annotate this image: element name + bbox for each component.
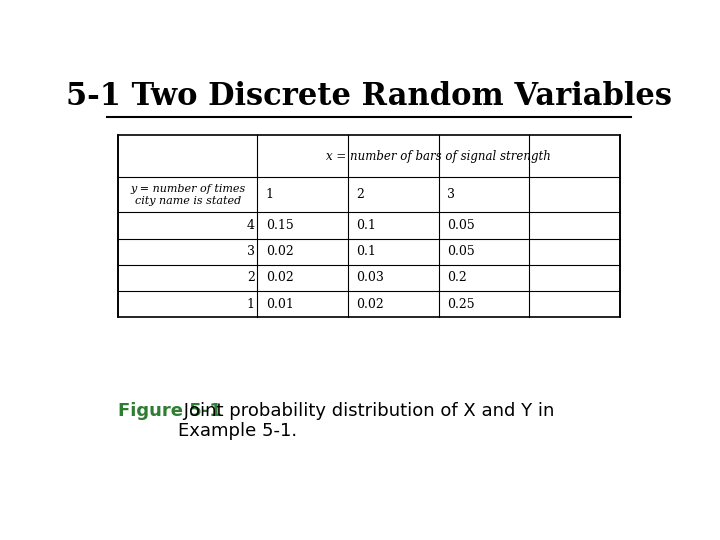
Text: 3: 3: [447, 188, 455, 201]
Text: 0.05: 0.05: [447, 245, 475, 258]
Text: 0.03: 0.03: [356, 272, 384, 285]
Text: Figure 5-1: Figure 5-1: [118, 402, 222, 420]
Text: 0.05: 0.05: [447, 219, 475, 232]
Text: 0.2: 0.2: [447, 272, 467, 285]
Text: 0.01: 0.01: [266, 298, 294, 310]
Text: 0.15: 0.15: [266, 219, 294, 232]
Text: y = number of times: y = number of times: [130, 184, 246, 194]
Text: x = number of bars of signal strength: x = number of bars of signal strength: [326, 150, 552, 163]
Text: 2: 2: [247, 272, 255, 285]
Text: 1: 1: [266, 188, 274, 201]
Text: 3: 3: [247, 245, 255, 258]
Text: 0.25: 0.25: [447, 298, 474, 310]
Text: 0.02: 0.02: [356, 298, 384, 310]
Text: 4: 4: [247, 219, 255, 232]
Text: 2: 2: [356, 188, 364, 201]
Text: 1: 1: [247, 298, 255, 310]
Text: 0.02: 0.02: [266, 245, 294, 258]
Text: Joint probability distribution of X and Y in
Example 5-1.: Joint probability distribution of X and …: [178, 402, 554, 441]
Text: 5-1 Two Discrete Random Variables: 5-1 Two Discrete Random Variables: [66, 82, 672, 112]
Text: city name is stated: city name is stated: [135, 195, 240, 206]
Text: 0.1: 0.1: [356, 245, 377, 258]
Text: 0.1: 0.1: [356, 219, 377, 232]
Text: 0.02: 0.02: [266, 272, 294, 285]
